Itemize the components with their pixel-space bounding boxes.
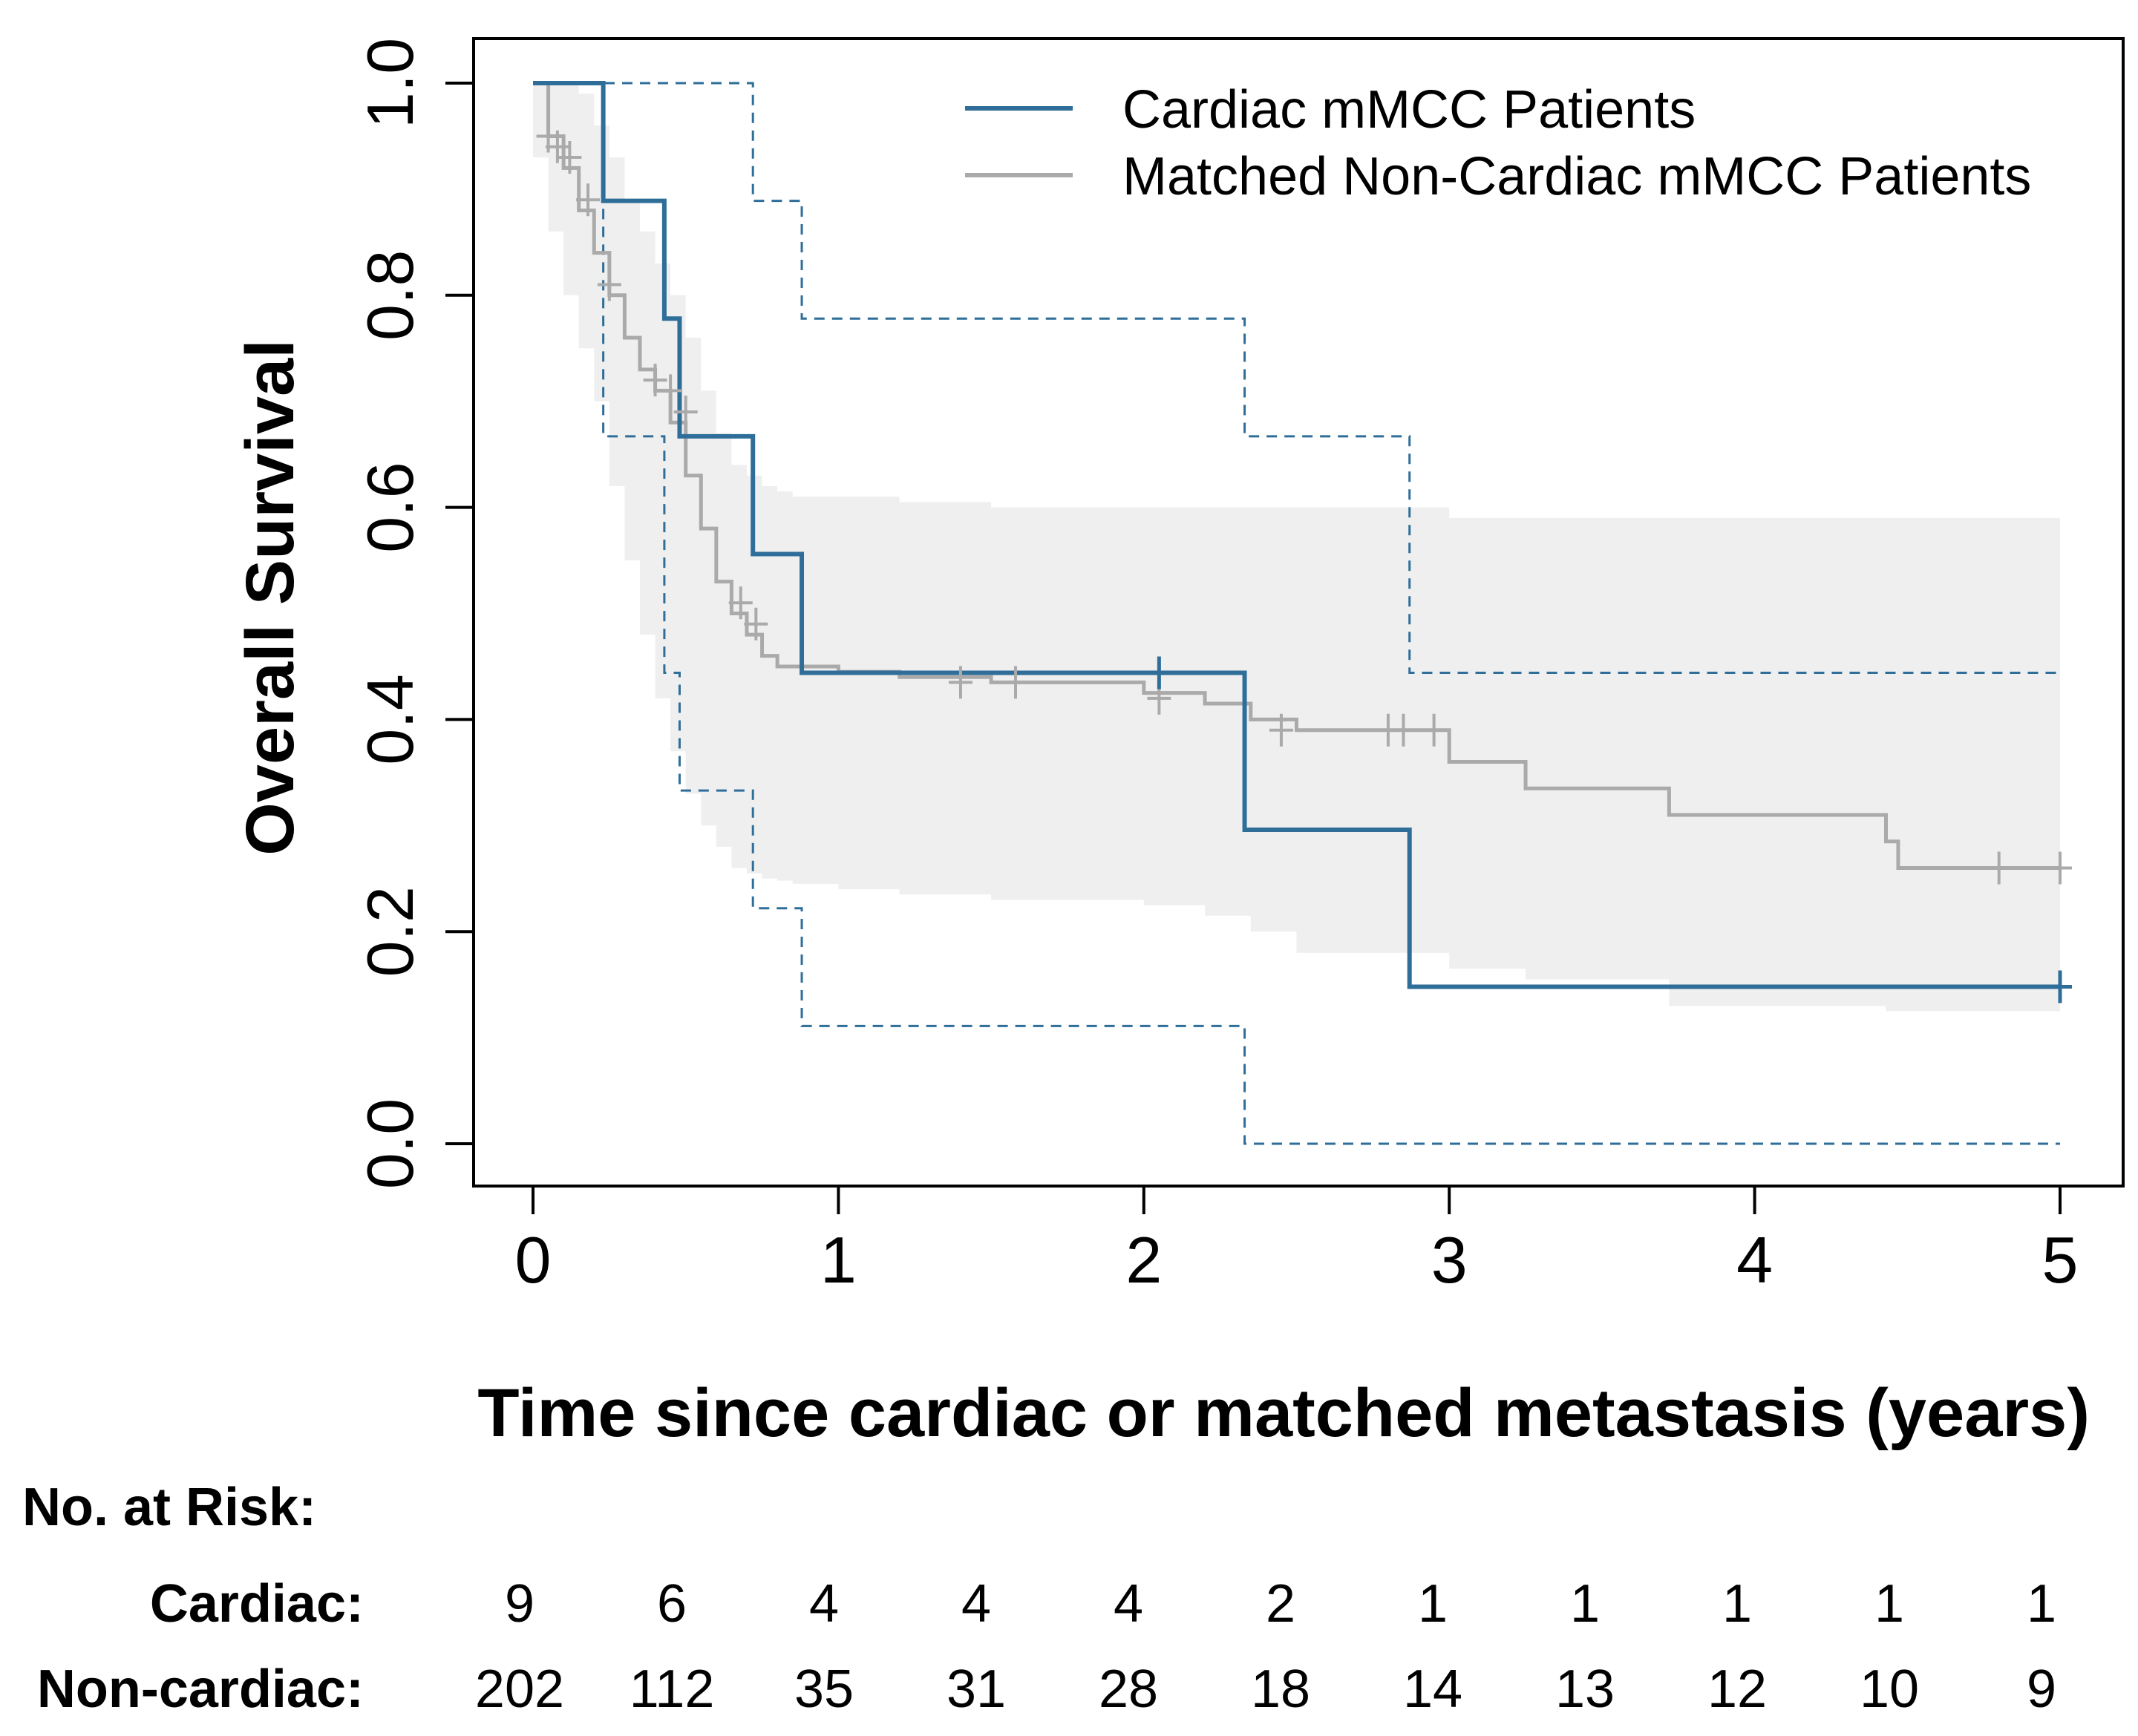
risk-value-cardiac: 4	[1114, 1574, 1143, 1634]
risk-row-label-noncardiac: Non-cardiac:	[37, 1660, 364, 1719]
noncardiac-censor-mark	[2048, 851, 2072, 885]
x-tick-label: 3	[1431, 1223, 1468, 1297]
noncardiac-censor-mark	[948, 666, 972, 699]
risk-value-noncardiac: 10	[1860, 1660, 1919, 1719]
risk-value-cardiac: 1	[2027, 1574, 2056, 1634]
y-axis-title: Overall Survival	[232, 339, 308, 856]
cardiac-survival-line	[533, 81, 2060, 989]
x-tick-label: 1	[820, 1223, 857, 1297]
risk-value-noncardiac: 18	[1251, 1660, 1310, 1719]
risk-values: 9 6 4 4 4 2 1 1 1 1 1 202 112 35 31 28 18 14 13 12 10 9	[475, 1574, 2056, 1719]
noncardiac-censor-mark	[744, 607, 768, 641]
noncardiac-censor-mark	[1422, 713, 1446, 747]
axes-layer: 0 1 2 3 4 5 0.0 0.2 0.4 0.6 0.8 1.0	[353, 38, 2078, 1297]
legend-label-cardiac: Cardiac mMCC Patients	[1122, 80, 1696, 140]
cardiac-censor-mark	[2048, 970, 2072, 1003]
y-tick-label: 0.0	[353, 1098, 427, 1189]
noncardiac-censor-mark	[558, 141, 582, 174]
y-tick-label: 0.4	[353, 674, 427, 764]
risk-value-noncardiac: 28	[1099, 1660, 1158, 1719]
risk-value-noncardiac: 13	[1555, 1660, 1615, 1719]
risk-value-cardiac: 4	[961, 1574, 991, 1634]
risk-value-cardiac: 9	[505, 1574, 534, 1634]
risk-value-cardiac: 2	[1266, 1574, 1295, 1634]
cardiac-ci-lower	[533, 82, 2060, 1145]
y-tick-label: 1.0	[353, 38, 427, 128]
risk-value-cardiac: 1	[1570, 1574, 1600, 1634]
risk-value-cardiac: 6	[657, 1574, 687, 1634]
x-tick-label: 0	[515, 1223, 552, 1297]
noncardiac-censor-mark	[1269, 713, 1293, 747]
x-axis-title: Time since cardiac or matched metastasis…	[477, 1375, 2090, 1451]
noncardiac-censor-mark	[643, 364, 667, 397]
legend-label-noncardiac: Matched Non-Cardiac mMCC Patients	[1122, 147, 2031, 206]
risk-value-noncardiac: 35	[794, 1660, 854, 1719]
x-tick-label: 4	[1736, 1223, 1773, 1297]
noncardiac-censor-mark	[545, 130, 569, 163]
noncardiac-censor-mark	[1987, 851, 2011, 885]
noncardiac-censor-mark	[1391, 713, 1416, 747]
censor-marks-layer	[536, 119, 2072, 1003]
risk-table-title: No. at Risk:	[22, 1478, 316, 1537]
risk-value-noncardiac: 202	[475, 1660, 564, 1719]
noncardiac-censor-mark	[1004, 666, 1028, 699]
risk-table: No. at Risk: Cardiac: Non-cardiac: 9 6 4 4 4…	[22, 1478, 2056, 1719]
x-tick-label: 5	[2042, 1223, 2079, 1297]
risk-value-cardiac: 1	[1722, 1574, 1752, 1634]
cardiac-censor-mark	[1147, 656, 1171, 690]
y-tick-label: 0.8	[353, 250, 427, 341]
y-tick-label: 0.6	[353, 462, 427, 552]
risk-value-noncardiac: 9	[2027, 1660, 2056, 1719]
risk-value-cardiac: 1	[1418, 1574, 1448, 1634]
risk-value-noncardiac: 12	[1707, 1660, 1767, 1719]
legend: Cardiac mMCC Patients Matched Non-Cardia…	[965, 80, 2031, 206]
noncardiac-censor-mark	[658, 374, 683, 407]
noncardiac-censor-mark	[728, 586, 753, 620]
risk-value-noncardiac: 112	[630, 1660, 715, 1719]
y-tick-label: 0.2	[353, 886, 427, 977]
risk-value-noncardiac: 14	[1403, 1660, 1462, 1719]
noncardiac-confidence-band	[533, 83, 2060, 1012]
noncardiac-censor-mark	[597, 268, 621, 301]
noncardiac-censor-mark	[673, 395, 698, 428]
cardiac-ci-layer	[533, 82, 2060, 1145]
noncardiac-censor-mark	[576, 183, 601, 217]
risk-value-noncardiac: 31	[947, 1660, 1006, 1719]
risk-value-cardiac: 1	[1874, 1574, 1904, 1634]
x-tick-label: 2	[1125, 1223, 1162, 1297]
confidence-band-layer	[533, 83, 2060, 1012]
risk-value-cardiac: 4	[809, 1574, 839, 1634]
risk-row-label-cardiac: Cardiac:	[150, 1574, 364, 1634]
